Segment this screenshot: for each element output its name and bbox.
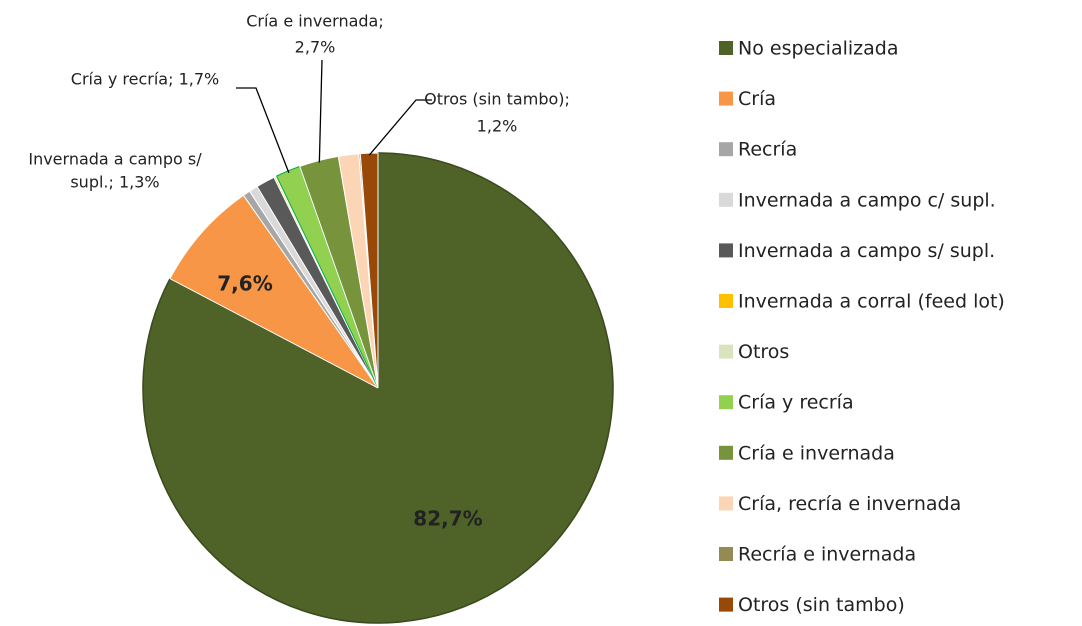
legend-label: Cría e invernada (738, 442, 895, 464)
legend-swatch (719, 91, 733, 106)
legend-label: Recría (738, 139, 797, 161)
data-label: supl.; 1,3% (70, 173, 159, 192)
legend-swatch (719, 445, 733, 460)
pie-slice (359, 152, 379, 389)
legend-swatch (719, 243, 733, 258)
legend-label: Cría, recría e invernada (738, 493, 961, 515)
legend-swatch (719, 496, 733, 511)
legend-swatch (719, 192, 733, 207)
legend-label: No especializada (738, 38, 898, 60)
legend-swatch (719, 294, 733, 308)
legend-label: Cría y recría (738, 392, 854, 414)
legend-label: Invernada a campo c/ supl. (738, 189, 996, 211)
leader-line (368, 99, 432, 156)
data-label: 7,6% (217, 272, 272, 296)
legend-label: Invernada a corral (feed lot) (738, 291, 1005, 313)
leader-line (318, 59, 323, 163)
legend-label: Otros (738, 341, 789, 363)
pie-slice (169, 194, 379, 389)
data-label: Cría e invernada; (246, 12, 384, 31)
data-label: Cría y recría; 1,7% (71, 70, 219, 89)
data-label: 2,7% (295, 38, 336, 57)
data-label: 82,7% (413, 507, 482, 531)
legend-label: Otros (sin tambo) (738, 594, 905, 616)
legend-swatch (719, 395, 733, 410)
data-label: 1,2% (477, 117, 518, 136)
leader-line (236, 87, 290, 173)
legend-swatch (719, 142, 733, 157)
legend-label: Cría (738, 88, 776, 110)
legend-swatch (719, 344, 733, 359)
data-label: Otros (sin tambo); (424, 90, 570, 109)
data-label: Invernada a campo s/ (28, 150, 202, 169)
legend-label: Recría e invernada (738, 544, 916, 566)
legend-label: Invernada a campo s/ supl. (738, 240, 995, 262)
legend-swatch (719, 41, 733, 55)
legend-swatch (719, 597, 733, 612)
legend-swatch (719, 547, 733, 561)
